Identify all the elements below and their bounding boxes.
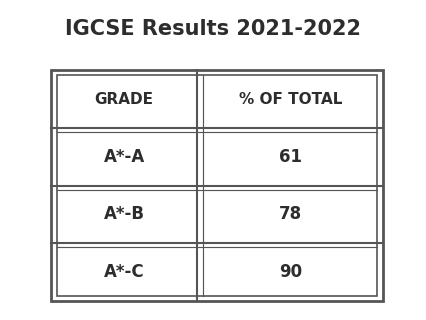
Text: IGCSE Results 2021-2022: IGCSE Results 2021-2022 xyxy=(65,19,361,39)
Text: GRADE: GRADE xyxy=(95,92,154,107)
Text: 78: 78 xyxy=(279,205,302,223)
Text: 61: 61 xyxy=(279,148,302,166)
Text: 90: 90 xyxy=(279,263,302,281)
Text: A*-C: A*-C xyxy=(104,263,144,281)
Text: % OF TOTAL: % OF TOTAL xyxy=(239,92,342,107)
Text: A*-A: A*-A xyxy=(104,148,145,166)
Text: A*-B: A*-B xyxy=(104,205,145,223)
